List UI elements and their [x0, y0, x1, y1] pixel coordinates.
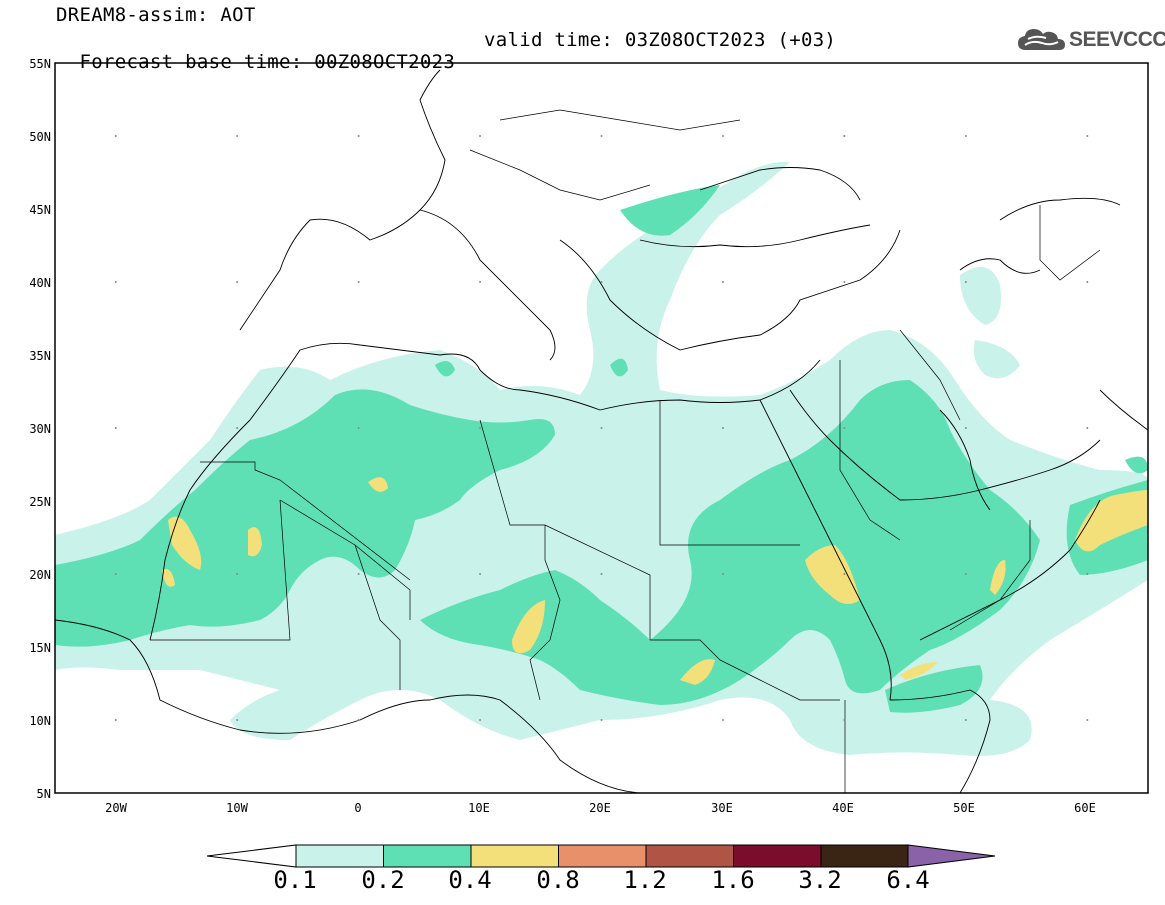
lon-label: 10E	[468, 801, 490, 815]
aot-contours	[55, 161, 1148, 756]
lon-label: 0	[354, 801, 361, 815]
lon-label: 20E	[589, 801, 611, 815]
lat-label: 25N	[29, 495, 51, 509]
grid-dot	[843, 427, 846, 429]
colorbar-box	[383, 844, 472, 868]
grid-dot	[479, 719, 482, 721]
grid-dot	[843, 719, 846, 721]
grid-dot	[357, 573, 360, 575]
grid-dot	[721, 719, 724, 721]
lat-label: 45N	[29, 203, 51, 217]
grid-dot	[843, 573, 846, 575]
grid-dot	[236, 135, 239, 137]
colorbar-label: 0.4	[448, 866, 492, 894]
logo-text: SEEVCCC	[1069, 28, 1165, 51]
grid-dot	[964, 281, 967, 283]
longitude-labels: 20W 10W 0 10E 20E 30E 40E 50E 60E	[105, 801, 1096, 815]
cloud-icon	[1018, 29, 1065, 50]
colorbar-label: 1.6	[711, 866, 755, 894]
grid-dot	[479, 573, 482, 575]
grid-dot	[357, 135, 360, 137]
lon-label: 10W	[226, 801, 248, 815]
colorbar-box	[558, 844, 647, 868]
colorbar-box	[295, 844, 384, 868]
grid-dot	[236, 427, 239, 429]
colorbar	[206, 844, 996, 868]
grid-dot	[964, 427, 967, 429]
grid-dots	[114, 135, 1089, 721]
grid-dot	[479, 135, 482, 137]
valid-time-label: valid time: 03Z08OCT2023 (+03)	[484, 29, 837, 51]
grid-dot	[1086, 719, 1089, 721]
grid-dot	[843, 135, 846, 137]
coastlines	[55, 69, 1148, 793]
lat-label: 35N	[29, 349, 51, 363]
lat-label: 55N	[29, 57, 51, 71]
lon-label: 50E	[953, 801, 975, 815]
grid-dot	[357, 281, 360, 283]
colorbar-label: 0.1	[273, 866, 317, 894]
grid-dot	[236, 281, 239, 283]
colorbar-box	[733, 844, 822, 868]
forecast-base-time: Forecast base time: 00Z08OCT2023 valid t…	[56, 29, 835, 95]
colorbar-label: 6.4	[886, 866, 930, 894]
grid-dot	[600, 135, 603, 137]
grid-dot	[964, 573, 967, 575]
lat-label: 15N	[29, 641, 51, 655]
colorbar-label: 0.2	[361, 866, 405, 894]
grid-dot	[357, 427, 360, 429]
grid-dot	[721, 135, 724, 137]
grid-dot	[114, 135, 117, 137]
lat-label: 20N	[29, 568, 51, 582]
colorbar-box	[820, 844, 909, 868]
colorbar-label: 0.8	[536, 866, 580, 894]
aot-level-0.4	[162, 477, 1148, 685]
lat-label: 40N	[29, 276, 51, 290]
plot-frame	[54, 62, 1149, 794]
grid-dot	[964, 135, 967, 137]
lat-label: 50N	[29, 130, 51, 144]
colorbar-left-arrow	[206, 844, 297, 868]
grid-dot	[1086, 135, 1089, 137]
grid-dot	[600, 573, 603, 575]
grid-dot	[114, 719, 117, 721]
grid-dot	[964, 719, 967, 721]
lon-label: 20W	[105, 801, 127, 815]
grid-dot	[600, 281, 603, 283]
lon-label: 30E	[711, 801, 733, 815]
colorbar-right-arrow	[907, 844, 996, 868]
seevccc-logo: SEEVCCC	[1016, 26, 1165, 54]
colorbar-label: 1.2	[623, 866, 667, 894]
grid-dot	[479, 427, 482, 429]
grid-dot	[721, 573, 724, 575]
map-title: DREAM8-assim: AOT	[56, 4, 256, 26]
lon-label: 60E	[1074, 801, 1096, 815]
lat-label: 5N	[37, 787, 51, 801]
grid-dot	[114, 427, 117, 429]
grid-dot	[114, 281, 117, 283]
grid-dot	[721, 427, 724, 429]
grid-dot	[479, 281, 482, 283]
grid-dot	[600, 719, 603, 721]
grid-dot	[236, 719, 239, 721]
colorbar-box	[645, 844, 734, 868]
latitude-labels: 55N 50N 45N 40N 35N 30N 25N 20N 15N 10N …	[29, 57, 51, 801]
lat-label: 10N	[29, 714, 51, 728]
borders	[150, 109, 1101, 793]
grid-dot	[843, 281, 846, 283]
grid-dot	[114, 573, 117, 575]
colorbar-label: 3.2	[798, 866, 842, 894]
lon-label: 40E	[832, 801, 854, 815]
grid-dot	[721, 281, 724, 283]
colorbar-box	[470, 844, 559, 868]
base-time-label: Forecast base time: 00Z08OCT2023	[79, 51, 456, 73]
grid-dot	[600, 427, 603, 429]
grid-dot	[1086, 281, 1089, 283]
lat-label: 30N	[29, 422, 51, 436]
grid-dot	[236, 573, 239, 575]
grid-dot	[357, 719, 360, 721]
grid-dot	[1086, 427, 1089, 429]
grid-dot	[1086, 573, 1089, 575]
